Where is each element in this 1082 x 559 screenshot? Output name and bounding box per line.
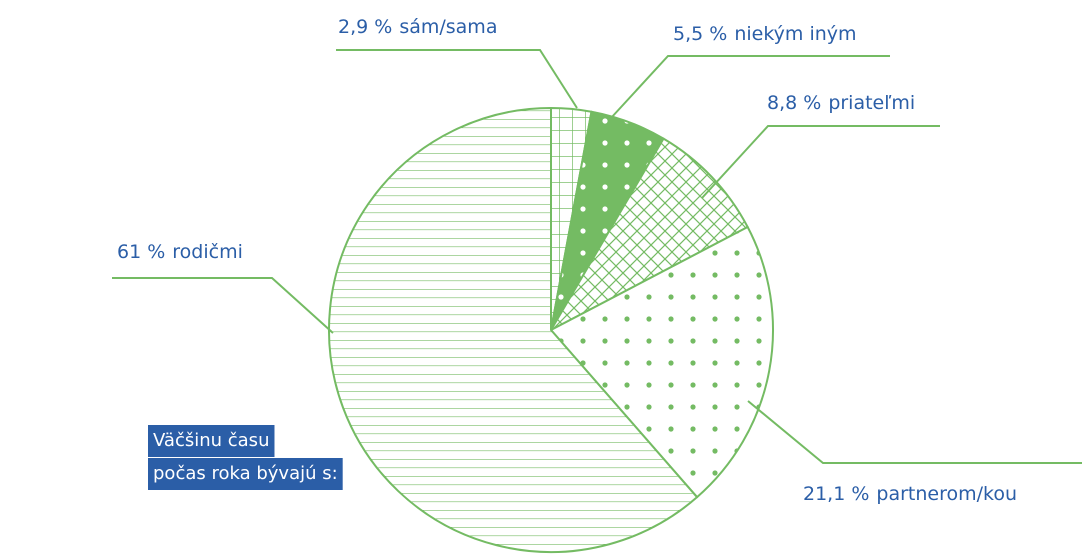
pie-slice: [550, 137, 749, 331]
slice-label: 61 % rodičmi: [117, 241, 243, 263]
slice-label: 5,5 % niekým iným: [673, 23, 857, 45]
title-background: [148, 458, 343, 490]
leader-line: [701, 125, 940, 199]
category-label: priateľmi: [828, 92, 915, 114]
slice-label: 21,1 % partnerom/kou: [803, 483, 1017, 505]
category-label: partnerom/kou: [876, 483, 1017, 505]
title-background: [148, 425, 275, 457]
category-label: sám/sama: [399, 16, 497, 38]
value-label: 2,9 %: [338, 16, 392, 38]
value-label: 21,1 %: [803, 483, 869, 505]
value-label: 5,5 %: [673, 23, 727, 45]
value-label: 61 %: [117, 241, 165, 263]
category-label: rodičmi: [172, 241, 243, 263]
value-label: 8,8 %: [767, 92, 821, 114]
chart-title: Väčšinu času: [153, 430, 269, 451]
slice-label: 8,8 % priateľmi: [767, 92, 915, 114]
slice-label: 2,9 % sám/sama: [338, 16, 497, 38]
category-label: niekým iným: [734, 23, 856, 45]
leader-line: [112, 277, 334, 334]
pie-slice: [328, 107, 699, 553]
pie-slice: [550, 225, 774, 499]
leader-line: [336, 49, 578, 109]
leader-line: [610, 55, 890, 119]
chart-title: počas roka bývajú s:: [153, 463, 338, 484]
leader-line: [747, 400, 1082, 464]
